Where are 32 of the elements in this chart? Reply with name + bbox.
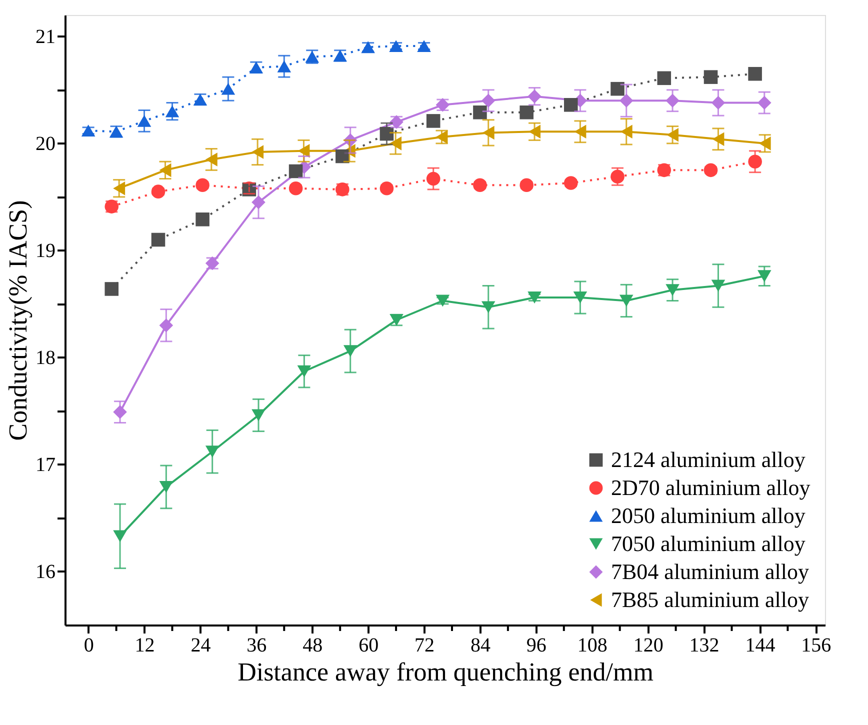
point xyxy=(482,126,494,140)
x-tick-label: 72 xyxy=(414,634,435,656)
x-tick-label: 132 xyxy=(689,634,720,656)
y-tick-label: 18 xyxy=(36,346,56,369)
x-tick-label: 120 xyxy=(633,634,664,656)
x-tick-label: 0 xyxy=(84,634,94,656)
x-tick-label: 48 xyxy=(302,634,323,656)
legend-label: 2050 aluminium alloy xyxy=(611,503,806,528)
x-tick-label: 108 xyxy=(577,634,608,656)
x-tick-label: 144 xyxy=(745,634,776,656)
legend-label: 2124 aluminium alloy xyxy=(611,447,806,472)
legend-label: 7050 aluminium alloy xyxy=(611,531,806,556)
legend-label: 2D70 aluminium alloy xyxy=(611,475,810,500)
legend-label: 7B85 aluminium alloy xyxy=(611,587,809,612)
x-tick-label: 12 xyxy=(134,634,155,656)
x-tick-label: 84 xyxy=(470,634,490,656)
x-axis-title: Distance away from quenching end/mm xyxy=(238,658,654,686)
x-tick-label: 36 xyxy=(246,634,267,656)
y-tick-label: 17 xyxy=(36,454,56,476)
x-tick-label: 24 xyxy=(190,634,211,656)
point xyxy=(205,152,218,166)
point xyxy=(758,136,771,150)
x-tick-label: 96 xyxy=(526,634,546,656)
y-tick-label: 19 xyxy=(36,240,56,262)
x-tick-label: 60 xyxy=(358,634,379,656)
y-axis-title: Conductivity(% IACS) xyxy=(4,200,32,441)
legend-label: 7B04 aluminium alloy xyxy=(611,559,809,584)
y-tick-label: 20 xyxy=(36,132,56,155)
point xyxy=(620,124,632,139)
x-tick-label: 156 xyxy=(801,634,832,656)
y-tick-label: 16 xyxy=(36,560,56,583)
y-tick-label: 21 xyxy=(36,26,56,48)
